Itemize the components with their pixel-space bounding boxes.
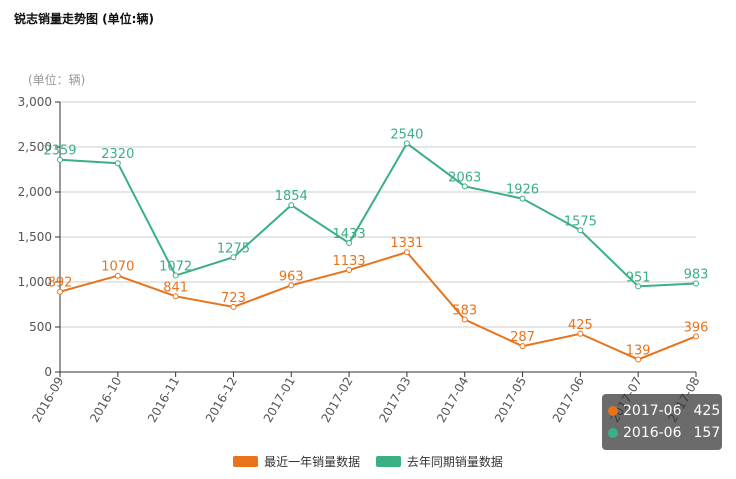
legend-swatch-last-year [375, 456, 401, 467]
x-tick-label: 2017-01 [261, 375, 298, 425]
data-label: 2359 [43, 144, 76, 159]
tooltip-label-last-year: 2016-06 [623, 425, 682, 441]
tooltip-label-recent: 2017-06 [623, 403, 682, 419]
y-tick-label: 2,000 [18, 185, 52, 199]
data-label: 1072 [159, 260, 192, 275]
data-label: 1070 [101, 260, 134, 275]
y-axis: 0 500 1,000 1,500 2,000 2,500 3,000 [18, 95, 61, 379]
data-point[interactable] [346, 267, 353, 274]
tooltip-dot-last-year [608, 428, 618, 438]
data-point[interactable] [519, 343, 526, 350]
data-label: 583 [452, 304, 477, 319]
data-label: 951 [626, 270, 651, 285]
data-label: 983 [684, 268, 709, 283]
data-label: 425 [568, 318, 593, 333]
data-point[interactable] [288, 202, 295, 209]
x-tick-label: 2017-05 [492, 375, 529, 425]
legend-label-last-year: 去年同期销量数据 [406, 455, 503, 469]
y-tick-label: 500 [29, 320, 52, 334]
data-point[interactable] [461, 316, 468, 323]
data-label: 841 [163, 280, 188, 295]
data-point[interactable] [57, 156, 63, 163]
data-label: 963 [279, 269, 304, 284]
data-point[interactable] [57, 288, 63, 295]
series-1[interactable]: 892 1070 841 723 963 1133 1331 583 287 425 139 396 [48, 236, 709, 363]
tooltip-row-recent: 2017-06 425 [608, 400, 722, 422]
data-point[interactable] [519, 195, 526, 202]
x-tick-label: 2017-06 [550, 375, 587, 425]
x-tick-label: 2016-09 [29, 375, 66, 425]
data-point[interactable] [577, 330, 584, 337]
data-point[interactable] [288, 282, 295, 289]
data-label: 1433 [333, 227, 366, 242]
data-label: 1133 [333, 254, 366, 269]
data-point[interactable] [172, 272, 179, 279]
data-label: 723 [221, 291, 246, 306]
y-tick-label: 3,000 [18, 95, 52, 109]
x-tick-label: 2017-04 [434, 375, 471, 425]
chart-title: 锐志销量走势图 (单位:辆) [14, 12, 154, 26]
data-point[interactable] [346, 240, 353, 247]
grid-lines [60, 101, 696, 328]
data-label: 892 [48, 276, 73, 291]
legend-label-recent: 最近一年销量数据 [264, 455, 361, 469]
data-point[interactable] [114, 272, 121, 279]
data-label: 1575 [564, 214, 597, 229]
data-label: 1926 [506, 183, 539, 198]
data-point[interactable] [635, 356, 642, 363]
data-point[interactable] [403, 140, 410, 147]
series-2[interactable]: 2359 2320 1072 1275 1854 1433 2540 2063 1926 1575… [43, 127, 709, 290]
unit-label: (单位：辆) [28, 72, 85, 87]
tooltip-value-recent: 425 [693, 403, 721, 419]
data-point[interactable] [577, 227, 584, 234]
data-point[interactable] [403, 249, 410, 256]
data-label: 1275 [217, 241, 250, 256]
y-tick-label: 1,500 [18, 230, 52, 244]
legend-swatch-recent [233, 456, 259, 467]
legend-item-recent[interactable]: 最近一年销量数据 [233, 453, 360, 470]
data-point[interactable] [230, 254, 237, 261]
data-label: 2540 [390, 127, 423, 142]
data-label: 396 [684, 320, 709, 335]
data-point[interactable] [461, 183, 468, 190]
y-tick-label: 2,500 [18, 140, 52, 154]
data-point[interactable] [635, 283, 642, 290]
legend: 最近一年销量数据 去年同期销量数据 [0, 453, 736, 470]
data-label: 2063 [448, 170, 481, 185]
x-tick-label: 2017-03 [376, 375, 413, 425]
data-label: 2320 [101, 147, 134, 162]
data-point[interactable] [230, 303, 237, 310]
series-line[interactable] [59, 141, 697, 288]
data-label: 1331 [390, 236, 423, 251]
data-label: 139 [626, 343, 651, 358]
x-tick-label: 2016-11 [145, 375, 182, 425]
series-layer[interactable]: 892 1070 841 723 963 1133 1331 583 287 425 139 396 2… [43, 127, 709, 363]
data-point[interactable] [114, 160, 121, 167]
tooltip-value-last-year: 157 [693, 425, 721, 441]
legend-item-last-year[interactable]: 去年同期销量数据 [375, 453, 503, 470]
x-tick-label: 2016-12 [203, 375, 240, 425]
data-point[interactable] [693, 333, 699, 340]
tooltip-row-last-year: 2016-06 157 [608, 422, 722, 444]
data-point[interactable] [172, 293, 179, 300]
y-tick-label: 0 [44, 365, 52, 379]
tooltip-dot-recent [608, 406, 618, 416]
data-label: 287 [510, 330, 535, 345]
series-line[interactable] [59, 251, 697, 361]
data-label: 1854 [275, 189, 308, 204]
x-tick-label: 2017-02 [318, 375, 355, 425]
tooltip: 2017-06 425 2016-06 157 [602, 394, 722, 450]
x-tick-label: 2016-10 [87, 375, 124, 425]
data-point[interactable] [693, 280, 699, 287]
y-tick-label: 1,000 [18, 275, 52, 289]
